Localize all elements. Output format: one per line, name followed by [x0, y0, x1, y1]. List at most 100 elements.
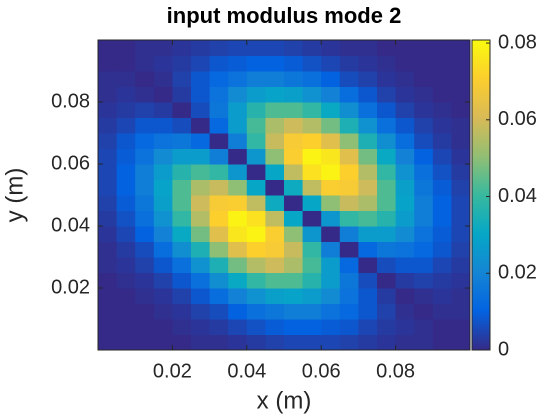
heat-cell	[265, 102, 285, 118]
heat-cell	[116, 319, 136, 335]
heat-cell	[395, 148, 415, 165]
heat-cell	[265, 272, 285, 289]
heat-cell	[191, 102, 211, 118]
heat-cell	[358, 241, 378, 258]
heat-cell	[116, 133, 136, 149]
heat-cell	[116, 303, 136, 320]
heat-cell	[321, 210, 341, 227]
heat-cell	[358, 319, 378, 335]
heat-cell	[98, 288, 118, 304]
heat-cell	[284, 86, 304, 103]
heat-cell	[265, 179, 285, 196]
heat-cell	[172, 40, 192, 56]
heat-cell	[451, 179, 470, 196]
heat-cell	[377, 272, 397, 289]
heat-cell	[265, 195, 285, 211]
heat-cell	[358, 288, 378, 304]
heat-cell	[98, 241, 118, 258]
heat-cell	[153, 257, 173, 273]
heat-cell	[321, 303, 341, 320]
heat-cell	[172, 195, 192, 211]
heat-cell	[246, 241, 266, 258]
y-tick-label: 0.02	[51, 276, 90, 298]
heat-cell	[116, 117, 136, 134]
heat-cell	[209, 288, 229, 304]
heat-cell	[116, 210, 136, 227]
heat-cell	[358, 210, 378, 227]
heat-cell	[116, 241, 136, 258]
heat-cell	[246, 86, 266, 103]
heat-cell	[395, 71, 415, 87]
heat-cell	[414, 272, 434, 289]
heat-cell	[228, 133, 248, 149]
heat-cell	[358, 86, 378, 103]
heat-cell	[432, 71, 452, 87]
heat-cell	[358, 117, 378, 134]
heat-cell	[135, 226, 155, 242]
heat-cell	[116, 102, 136, 118]
heat-cell	[191, 179, 211, 196]
heat-cell	[358, 55, 378, 72]
heat-cell	[302, 86, 322, 103]
heat-cell	[246, 195, 266, 211]
heat-cell	[321, 71, 341, 87]
heat-cell	[228, 334, 248, 350]
heat-cell	[191, 117, 211, 134]
heat-cell	[432, 257, 452, 273]
heat-cell	[284, 272, 304, 289]
heat-cell	[265, 55, 285, 72]
heat-cell	[116, 55, 136, 72]
heat-cell	[209, 257, 229, 273]
heat-cell	[191, 40, 211, 56]
heat-cell	[451, 164, 470, 180]
heat-cell	[191, 71, 211, 87]
heat-cell	[395, 257, 415, 273]
heat-cell	[191, 288, 211, 304]
heat-cell	[228, 288, 248, 304]
heat-cell	[377, 102, 397, 118]
heat-cell	[451, 303, 470, 320]
heat-cell	[265, 71, 285, 87]
heat-cell	[228, 117, 248, 134]
heat-cell	[172, 226, 192, 242]
heat-cell	[228, 40, 248, 56]
heat-cell	[246, 148, 266, 165]
heat-cell	[172, 117, 192, 134]
heat-cell	[284, 164, 304, 180]
heat-cell	[395, 241, 415, 258]
heat-cell	[284, 288, 304, 304]
heat-cell	[209, 226, 229, 242]
heat-cell	[284, 241, 304, 258]
heat-cell	[265, 257, 285, 273]
heat-cell	[321, 102, 341, 118]
heat-cell	[246, 117, 266, 134]
heat-cell	[135, 179, 155, 196]
heat-cell	[432, 272, 452, 289]
heat-cell	[191, 303, 211, 320]
colorbar	[471, 39, 491, 351]
heat-cell	[302, 319, 322, 335]
heat-cell	[377, 288, 397, 304]
heat-cell	[135, 334, 155, 350]
heat-cell	[358, 164, 378, 180]
heat-cell	[246, 319, 266, 335]
heat-cell	[209, 86, 229, 103]
heat-cell	[432, 195, 452, 211]
heat-cell	[284, 133, 304, 149]
heat-cell	[191, 319, 211, 335]
heat-cell	[432, 40, 452, 56]
colorbar-tick-label: 0.02	[498, 262, 537, 284]
heat-cell	[172, 288, 192, 304]
heat-cell	[228, 195, 248, 211]
heat-cell	[414, 319, 434, 335]
heat-cell	[265, 226, 285, 242]
heat-cell	[284, 117, 304, 134]
heat-cell	[339, 164, 359, 180]
heat-cell	[358, 179, 378, 196]
heat-cell	[302, 303, 322, 320]
heat-cell	[228, 210, 248, 227]
heat-cell	[395, 133, 415, 149]
heat-cell	[358, 303, 378, 320]
heat-cell	[153, 288, 173, 304]
y-tick-label: 0.08	[51, 90, 90, 112]
